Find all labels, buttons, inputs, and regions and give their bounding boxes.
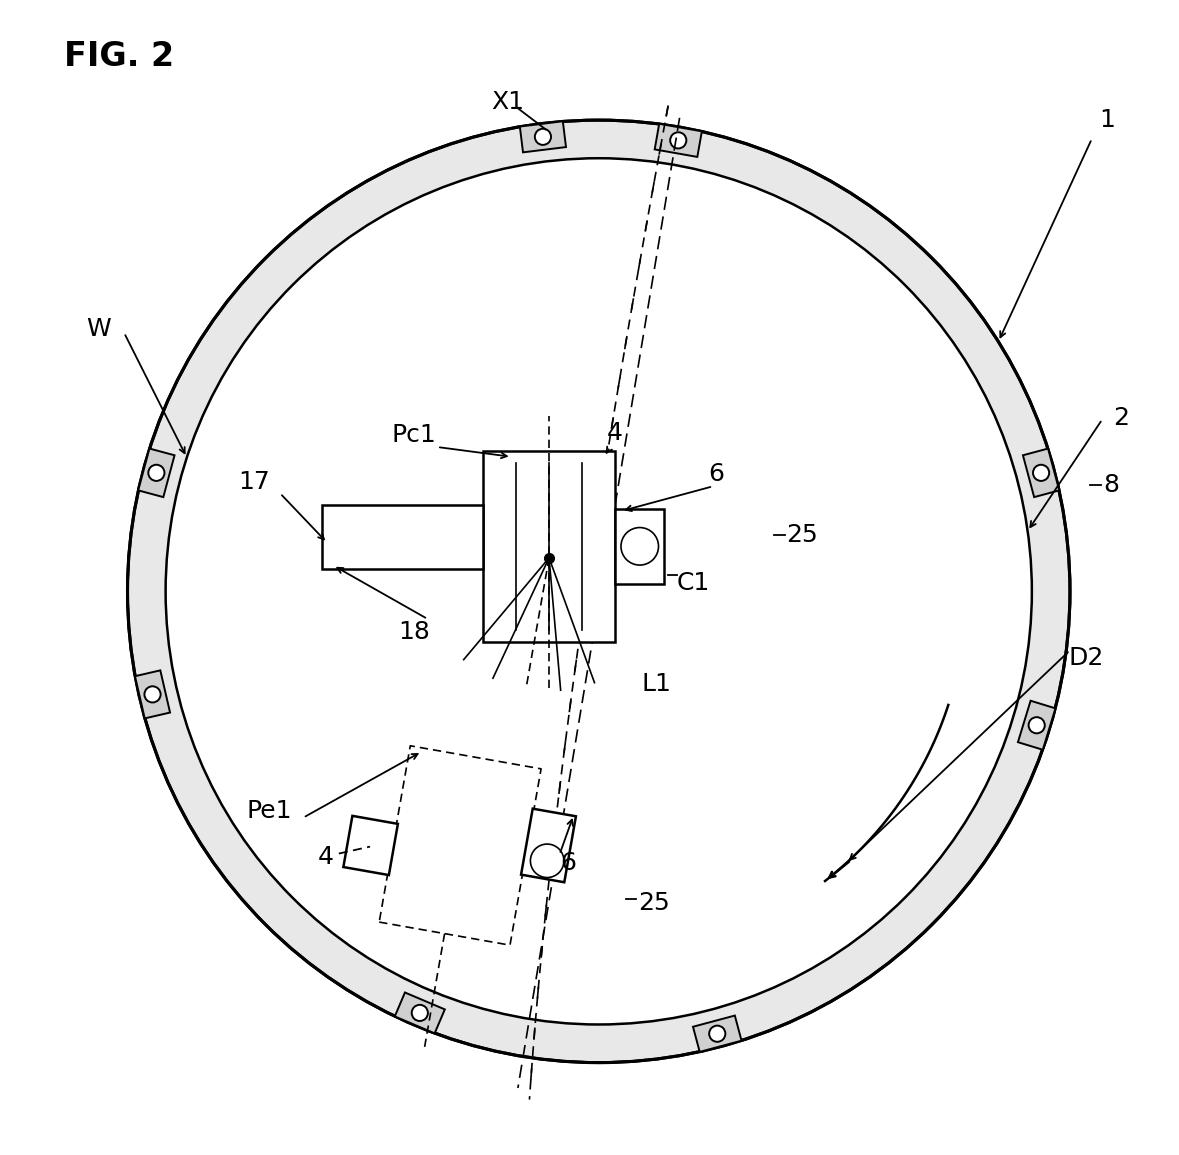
Circle shape	[535, 128, 551, 144]
Text: C1: C1	[676, 572, 710, 595]
Text: 25: 25	[638, 892, 670, 915]
Text: 8: 8	[1104, 474, 1120, 497]
Text: L1: L1	[641, 672, 671, 695]
Polygon shape	[343, 815, 397, 875]
Circle shape	[621, 528, 659, 565]
Text: 6: 6	[561, 851, 577, 874]
Polygon shape	[693, 1015, 742, 1052]
Text: FIG. 2: FIG. 2	[64, 40, 174, 74]
Bar	[482, 450, 615, 642]
Circle shape	[145, 686, 160, 702]
Polygon shape	[1023, 448, 1059, 497]
Text: W: W	[86, 318, 111, 341]
Text: 2: 2	[1113, 407, 1128, 430]
Text: 17: 17	[238, 470, 270, 493]
Circle shape	[165, 158, 1032, 1024]
Text: Pe1: Pe1	[246, 799, 292, 822]
Text: 18: 18	[399, 620, 430, 643]
Circle shape	[149, 464, 165, 480]
Text: D2: D2	[1069, 647, 1105, 670]
Text: 6: 6	[709, 462, 725, 485]
Polygon shape	[138, 448, 174, 497]
Circle shape	[1033, 464, 1049, 480]
Polygon shape	[395, 992, 444, 1034]
Polygon shape	[134, 670, 170, 718]
Circle shape	[670, 133, 686, 149]
Circle shape	[710, 1026, 725, 1042]
Text: 4: 4	[318, 845, 334, 869]
Text: 4: 4	[607, 422, 623, 445]
Bar	[322, 505, 483, 568]
Text: X1: X1	[492, 90, 525, 113]
Polygon shape	[520, 121, 566, 152]
Text: 1: 1	[1099, 109, 1115, 132]
Circle shape	[1028, 717, 1045, 733]
Bar	[615, 508, 664, 583]
Polygon shape	[1017, 701, 1055, 750]
Circle shape	[129, 121, 1069, 1061]
Circle shape	[531, 844, 564, 878]
Text: 25: 25	[786, 523, 817, 546]
Text: Pc1: Pc1	[391, 424, 436, 447]
Circle shape	[411, 1005, 428, 1021]
Polygon shape	[654, 124, 702, 157]
Polygon shape	[521, 808, 575, 882]
